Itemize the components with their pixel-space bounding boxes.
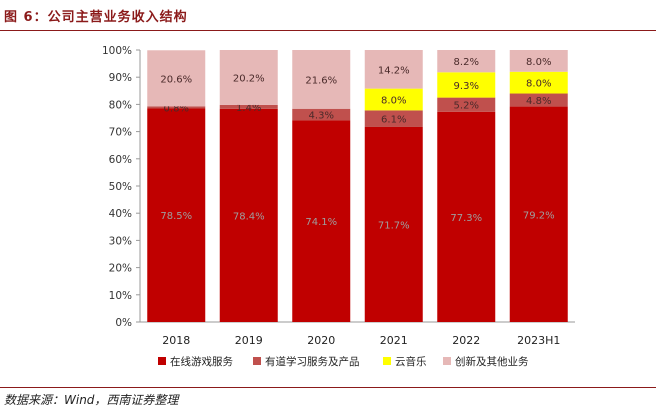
bar-segment [437, 111, 496, 322]
bar-segment [292, 120, 351, 322]
bar-segment [509, 93, 568, 107]
source-note: 数据来源：Wind，西南证券整理 [4, 393, 179, 407]
bar-segment [147, 50, 206, 107]
y-tick-label: 90% [109, 72, 132, 84]
data-label: 20.6% [160, 74, 192, 85]
data-label: 8.0% [526, 57, 551, 68]
y-tick-label: 30% [109, 235, 132, 247]
data-label: 4.8% [526, 96, 551, 107]
x-tick-label: 2019 [235, 334, 263, 347]
data-label: 71.7% [378, 220, 410, 231]
legend-swatch [443, 357, 451, 365]
x-tick-label: 2023H1 [517, 334, 560, 347]
data-label: 6.1% [381, 115, 406, 126]
data-label: 20.2% [233, 73, 265, 84]
bar-segment [437, 50, 496, 73]
bar-segment [292, 50, 351, 109]
data-label: 77.3% [450, 213, 482, 224]
y-tick-label: 20% [109, 263, 132, 275]
y-tick-label: 50% [109, 181, 132, 193]
data-label: 9.3% [454, 81, 479, 92]
legend-label: 创新及其他业务 [455, 355, 529, 368]
bar-segment [219, 50, 278, 105]
data-label: 8.2% [454, 57, 479, 68]
source-rule [0, 387, 656, 388]
bar-segment [509, 71, 568, 94]
bar-segment [292, 108, 351, 121]
legend-swatch [383, 357, 391, 365]
x-tick-label: 2022 [452, 334, 480, 347]
data-label: 78.4% [233, 211, 265, 222]
bar-segment [364, 126, 423, 322]
y-tick-label: 0% [115, 317, 132, 329]
legend-label: 在线游戏服务 [170, 355, 233, 368]
x-tick-label: 2020 [307, 334, 335, 347]
chart-area: 0% 10% 20% 30% 40% 50% 60% 70% 80% 90% 100% 78.5% 0.… [0, 31, 656, 386]
data-label: 21.6% [305, 75, 337, 86]
bar-segment [364, 50, 423, 89]
bar-segment [509, 106, 568, 323]
bar-segment [437, 97, 496, 112]
title-rule [0, 30, 656, 31]
bar-segment [364, 110, 423, 127]
bar-segment [219, 104, 278, 109]
bar-segment [147, 108, 206, 322]
data-label: 8.0% [381, 96, 406, 107]
data-label: 5.2% [454, 101, 479, 112]
stacked-bar-chart: 0% 10% 20% 30% 40% 50% 60% 70% 80% 90% 100% 78.5% 0.… [102, 45, 575, 368]
data-label: 8.0% [526, 79, 551, 90]
x-tick-label: 2018 [162, 334, 190, 347]
legend-label: 云音乐 [395, 355, 427, 368]
figure-title: 图 6：公司主营业务收入结构 [4, 10, 188, 25]
data-label: 0.8% [164, 103, 189, 114]
bar-segment [219, 108, 278, 322]
y-tick-label: 40% [109, 208, 132, 220]
data-label: 14.2% [378, 65, 410, 76]
data-label: 74.1% [305, 217, 337, 228]
bar-segment [364, 88, 423, 111]
legend-swatch [253, 357, 261, 365]
legend-swatch [158, 357, 166, 365]
y-tick-label: 80% [109, 99, 132, 111]
bar-segment [437, 72, 496, 98]
data-label: 79.2% [523, 210, 555, 221]
y-tick-label: 100% [102, 45, 132, 57]
data-label: 4.3% [309, 111, 334, 122]
legend-label: 有道学习服务及产品 [265, 355, 360, 368]
y-tick-label: 60% [109, 154, 132, 166]
bar-segment [147, 106, 206, 109]
data-label: 78.5% [160, 211, 192, 222]
y-tick-label: 10% [109, 290, 132, 302]
bar-segment [509, 50, 568, 72]
x-tick-label: 2021 [380, 334, 408, 347]
y-tick-label: 70% [109, 127, 132, 139]
data-label: 1.4% [236, 103, 261, 114]
